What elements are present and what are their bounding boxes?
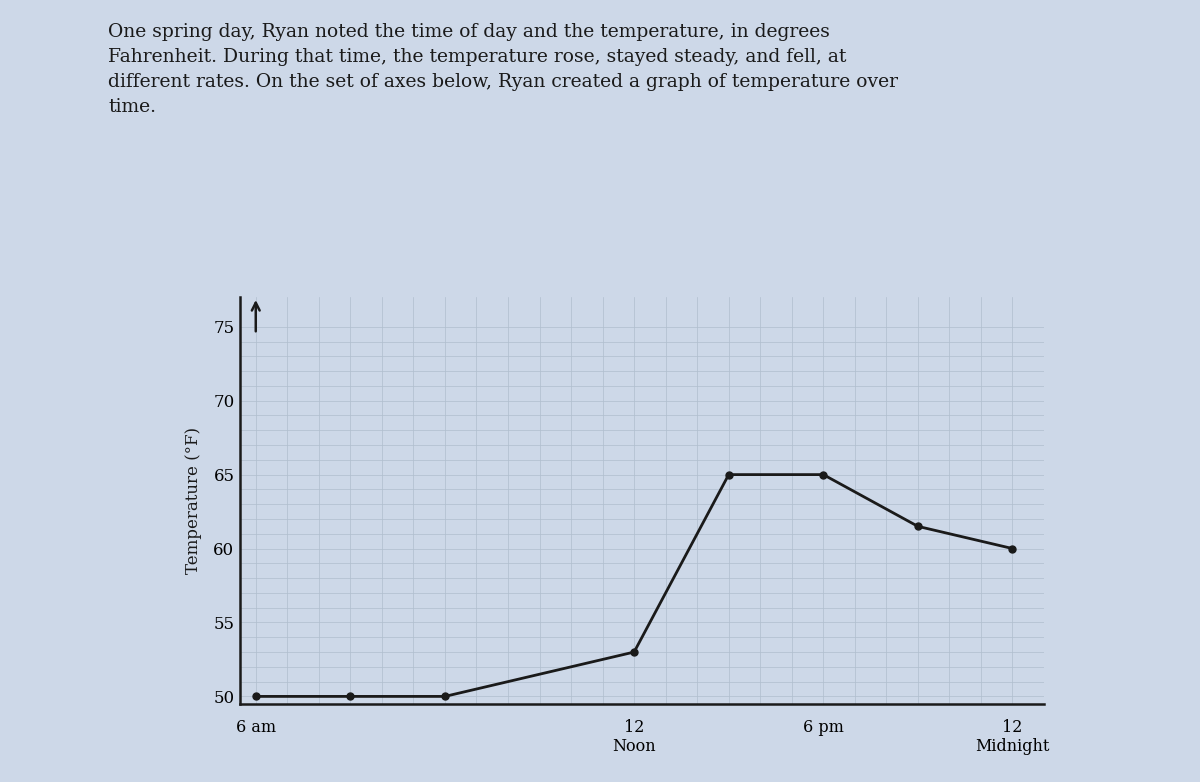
Y-axis label: Temperature (°F): Temperature (°F) — [185, 427, 202, 574]
Text: 6 pm: 6 pm — [803, 719, 844, 736]
Text: 6 am: 6 am — [235, 719, 276, 736]
Text: 12
Midnight: 12 Midnight — [976, 719, 1050, 755]
Text: One spring day, Ryan noted the time of day and the temperature, in degrees
Fahre: One spring day, Ryan noted the time of d… — [108, 23, 898, 117]
Text: 12
Noon: 12 Noon — [612, 719, 656, 755]
